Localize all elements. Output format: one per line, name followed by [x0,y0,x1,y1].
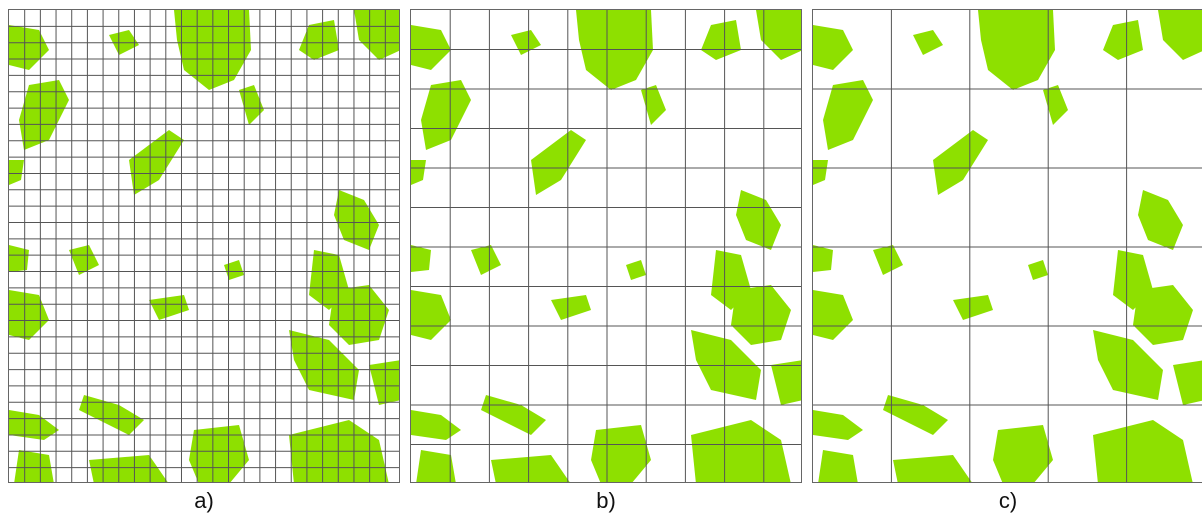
vegetation-patch [813,245,833,272]
vegetation-patch [1093,330,1163,400]
vegetation-patch [334,190,379,250]
vegetation-patch [14,450,54,482]
vegetation-patch [354,10,399,60]
vegetation-patch [531,130,586,195]
vegetation-patch [591,425,651,482]
grid-overlay [813,10,1202,482]
vegetation-patch [511,30,541,55]
map-svg-c [813,10,1202,482]
vegetation-patch [1138,190,1183,250]
vegetation-patch [818,450,858,482]
map-panel-b [410,9,802,483]
vegetation-patch [1043,85,1068,125]
vegetation-patch [993,425,1053,482]
map-svg-a [9,10,399,482]
grid-overlay [9,10,399,482]
vegetation-patch [471,245,501,275]
vegetation-patch [129,130,184,195]
vegetation-patch [189,425,249,482]
vegetation-layer [813,10,1202,482]
vegetation-patch [1028,260,1048,280]
vegetation-patch [411,245,431,272]
vegetation-patch [756,10,801,60]
vegetation-patch [89,455,168,482]
vegetation-patch [641,85,666,125]
vegetation-patch [813,410,863,440]
map-panel-c [812,9,1202,483]
vegetation-patch [731,285,791,345]
vegetation-patch [883,395,948,435]
vegetation-patch [913,30,943,55]
vegetation-patch [736,190,781,250]
vegetation-patch [9,160,24,185]
vegetation-patch [1158,10,1202,60]
vegetation-patch [411,25,451,70]
vegetation-patch [224,260,244,280]
vegetation-patch [626,260,646,280]
vegetation-patch [149,295,189,320]
vegetation-patch [1093,420,1193,482]
vegetation-patch [9,410,59,440]
vegetation-patch [411,410,461,440]
vegetation-patch [691,420,791,482]
map-svg-b [411,10,801,482]
vegetation-patch [771,360,801,405]
vegetation-patch [933,130,988,195]
vegetation-layer [9,10,399,482]
vegetation-patch [79,395,144,435]
vegetation-patch [953,295,993,320]
vegetation-patch [823,80,873,150]
vegetation-patch [369,360,399,405]
vegetation-patch [9,290,49,340]
vegetation-patch [1133,285,1193,345]
vegetation-patch [411,160,426,185]
vegetation-patch [299,20,339,60]
vegetation-patch [19,80,69,150]
vegetation-patch [701,20,741,60]
vegetation-patch [411,290,451,340]
vegetation-patch [551,295,591,320]
vegetation-patch [421,80,471,150]
vegetation-patch [416,450,456,482]
vegetation-patch [813,160,828,185]
caption-c: c) [998,488,1018,513]
vegetation-patch [69,245,99,275]
caption-a: a) [194,488,214,513]
vegetation-patch [329,285,389,345]
grid-overlay [411,10,801,482]
vegetation-patch [813,290,853,340]
map-panel-a [8,9,400,483]
vegetation-patch [9,245,29,272]
vegetation-patch [813,25,853,70]
vegetation-patch [481,395,546,435]
vegetation-patch [9,25,49,70]
vegetation-patch [491,455,570,482]
vegetation-patch [1173,360,1202,405]
vegetation-patch [873,245,903,275]
vegetation-patch [1103,20,1143,60]
vegetation-layer [411,10,801,482]
vegetation-patch [893,455,972,482]
caption-b: b) [596,488,616,513]
vegetation-patch [239,85,264,125]
vegetation-patch [978,10,1055,90]
